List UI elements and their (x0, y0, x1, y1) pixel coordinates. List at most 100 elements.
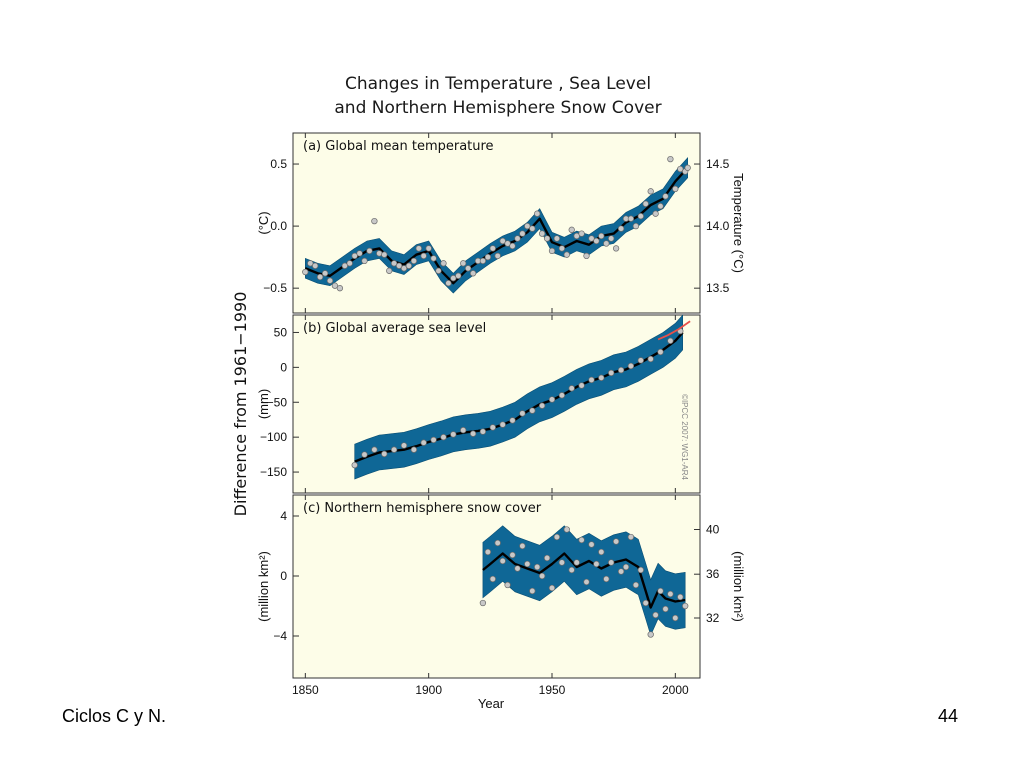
panel-2-annual-point (440, 434, 447, 441)
panel-2-y-tick-label: 50 (274, 325, 288, 339)
panel-1-annual-point (469, 270, 477, 277)
panel-1-annual-point (504, 240, 511, 247)
x-tick-label-1950: 1950 (539, 683, 566, 697)
panel-2-y-tick-label: −150 (260, 465, 287, 479)
panel-1-annual-point (371, 217, 378, 225)
panel-3-annual-point (632, 581, 640, 589)
panel-1-annual-point (548, 247, 556, 255)
panel-1-annual-point (509, 242, 516, 250)
panel-1-annual-point (563, 251, 570, 258)
panel-1-annual-point (647, 188, 654, 195)
panel-1-annual-point (302, 268, 309, 276)
panel-1-annual-point (534, 210, 541, 217)
panel-1-y-axis-label: (°C) (256, 211, 271, 234)
panel-3-annual-point (647, 631, 654, 638)
panel-1-annual-point (410, 257, 418, 265)
panel-1-annual-point (642, 200, 649, 207)
panel-2-annual-point (598, 374, 605, 381)
panel-2-annual-point (469, 430, 477, 437)
x-tick-label-2000: 2000 (662, 683, 689, 697)
shared-y-axis-label: Difference from 1961−1990 (231, 292, 250, 517)
panel-2-y-axis-label: (mm) (256, 389, 271, 419)
panel-1-annual-point (341, 262, 348, 269)
panel-1-annual-point (346, 260, 353, 267)
panel-1-annual-point (608, 235, 615, 242)
panel-3-annual-point (479, 599, 487, 607)
panel-1-y-tick-label: −0.5 (263, 281, 287, 295)
panel-1-annual-point (524, 222, 531, 230)
panel-3-annual-point (568, 566, 575, 574)
panel-2-y-tick-label: −50 (267, 395, 288, 409)
panel-3-annual-point (543, 554, 551, 562)
panel-3-annual-point (608, 559, 615, 566)
panel-1-annual-point (351, 252, 358, 260)
panel-2-label: (b) Global average sea level (303, 321, 486, 336)
panel-1-annual-point (455, 272, 462, 279)
panel-1-annual-point (558, 245, 566, 252)
panel-2-annual-point (667, 337, 674, 344)
panel-3-annual-point (657, 587, 664, 595)
panel-1-annual-point (632, 222, 640, 230)
panel-3-annual-point (593, 560, 600, 568)
panel-3-annual-point (509, 551, 516, 559)
panel-1-annual-point (667, 155, 674, 163)
panel-1-annual-point (400, 265, 408, 272)
panel-1-annual-point (627, 215, 635, 222)
panel-3-annual-point (682, 602, 689, 610)
panel-1-y-tick-label: 0.5 (270, 157, 287, 171)
panel-1-annual-point (662, 193, 669, 200)
panel-1: (a) Global mean temperature 0.5 0.0 −0.5 14.… (256, 132, 746, 314)
panel-1-annual-point (464, 265, 472, 272)
panel-3-y-axis-label: (million km²) (256, 551, 271, 622)
panel-1-annual-point (336, 285, 344, 292)
panel-1-right-tick-label: 13.5 (706, 281, 730, 295)
panel-2-annual-point (509, 417, 516, 424)
panel-1-annual-point (553, 235, 561, 242)
panel-3-annual-point (642, 599, 649, 607)
panel-1-annual-point (381, 251, 388, 258)
copyright-notice: ©IPCC 2007: WG1-AR4 (680, 394, 689, 480)
panel-1-annual-point (312, 262, 319, 269)
panel-3-annual-point (612, 538, 620, 545)
panel-1-annual-point (386, 267, 393, 274)
panel-3-right-tick-label: 40 (706, 523, 720, 537)
panel-2-annual-point (647, 355, 654, 363)
panel-2-annual-point (519, 410, 526, 417)
panel-2-annual-point (381, 450, 388, 458)
panel-1-right-axis-label: Temperature (°C) (731, 173, 746, 273)
panel-2-annual-point (617, 366, 625, 374)
panel-2-annual-point (479, 428, 487, 435)
panel-1-annual-point (612, 245, 620, 252)
panel-3-annual-point (548, 584, 556, 592)
panel-1-annual-point (598, 232, 605, 240)
panel-3-annual-point (662, 605, 669, 613)
panel-2-annual-point (637, 357, 644, 364)
page-number: 44 (938, 706, 959, 726)
panel-1-annual-point (307, 260, 314, 267)
panel-1-annual-point (489, 245, 496, 252)
panel-2-annual-point (390, 446, 398, 453)
panel-1-annual-point (499, 237, 506, 245)
footer-caption: Ciclos C y N. (62, 706, 167, 726)
panel-1-y-tick-label: 0.0 (270, 219, 287, 233)
panel-3-y-tick-label: 4 (280, 509, 287, 523)
panel-3-annual-point (677, 593, 684, 601)
panel-2-annual-point (371, 446, 378, 453)
panel-2-annual-point (627, 362, 635, 370)
panel-2-annual-point (361, 451, 368, 458)
panel-1-annual-point (519, 230, 526, 237)
panel-1-annual-point (672, 185, 679, 193)
panel-2-annual-point (558, 392, 566, 399)
panel-2-annual-point (450, 431, 457, 438)
panel-2-annual-point (420, 439, 427, 446)
panel-3-annual-point (519, 542, 526, 550)
panel-3-y-tick-label: 0 (280, 569, 287, 583)
panel-1-annual-point (405, 262, 413, 269)
panel-1-uncertainty-band (305, 157, 688, 294)
panel-3-annual-point (514, 565, 521, 572)
panel-2-y-tick-label: −100 (260, 430, 287, 444)
panel-1-annual-point (390, 260, 398, 267)
panel-3-annual-point (652, 611, 659, 619)
chart-panels: (a) Global mean temperature 0.5 0.0 −0.5 14.… (256, 132, 746, 697)
